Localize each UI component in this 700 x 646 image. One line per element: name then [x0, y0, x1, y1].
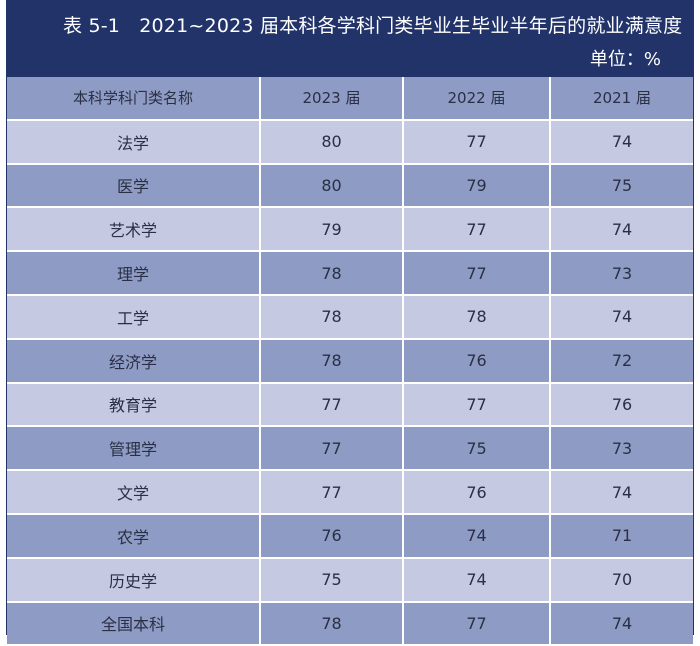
value-2022-cell: 74 — [403, 557, 551, 603]
table-title: 表 5-1 2021~2023 届本科各学科门类毕业生毕业半年后的就业满意度 — [63, 15, 683, 37]
value-2023-cell: 79 — [260, 207, 404, 253]
value-2022-cell: 77 — [403, 119, 551, 165]
column-header-discipline: 本科学科门类名称 — [7, 77, 261, 121]
table-row: 历史学 75 74 70 — [7, 557, 693, 603]
column-header-row: 本科学科门类名称 2023 届 2022 届 2021 届 — [7, 77, 693, 121]
value-2022-cell: 76 — [403, 470, 551, 515]
table-row: 教育学 77 77 76 — [7, 382, 693, 428]
value-2021-cell: 74 — [550, 294, 693, 340]
value-2023-cell: 80 — [260, 163, 404, 209]
value-2021-cell: 74 — [550, 119, 693, 165]
column-header-2021: 2021 届 — [550, 77, 693, 121]
table-row: 艺术学 79 77 74 — [7, 207, 693, 253]
discipline-cell: 文学 — [7, 470, 261, 515]
value-2021-cell: 73 — [550, 251, 693, 296]
value-2022-cell: 77 — [403, 207, 551, 253]
column-header-2022: 2022 届 — [403, 77, 551, 121]
table-frame: 表 5-1 2021~2023 届本科各学科门类毕业生毕业半年后的就业满意度 单… — [6, 0, 694, 646]
value-2022-cell: 76 — [403, 338, 551, 384]
column-header-2023: 2023 届 — [260, 77, 404, 121]
discipline-cell: 法学 — [7, 119, 261, 165]
table-header-bar: 表 5-1 2021~2023 届本科各学科门类毕业生毕业半年后的就业满意度 单… — [7, 1, 693, 77]
value-2021-cell: 74 — [550, 470, 693, 515]
value-2021-cell: 70 — [550, 557, 693, 603]
value-2023-cell: 75 — [260, 557, 404, 603]
discipline-cell: 医学 — [7, 163, 261, 209]
discipline-cell: 农学 — [7, 513, 261, 559]
value-2021-cell: 73 — [550, 426, 693, 472]
discipline-cell: 理学 — [7, 251, 261, 296]
value-2023-cell: 78 — [260, 251, 404, 296]
value-2021-cell: 71 — [550, 513, 693, 559]
value-2022-cell: 74 — [403, 513, 551, 559]
discipline-cell: 管理学 — [7, 426, 261, 472]
table-row: 理学 78 77 73 — [7, 251, 693, 296]
discipline-cell: 教育学 — [7, 382, 261, 428]
table-row: 管理学 77 75 73 — [7, 426, 693, 472]
discipline-cell: 全国本科 — [7, 601, 261, 646]
value-2021-cell: 72 — [550, 338, 693, 384]
value-2023-cell: 78 — [260, 338, 404, 384]
value-2023-cell: 77 — [260, 470, 404, 515]
table-row: 农学 76 74 71 — [7, 513, 693, 559]
value-2023-cell: 78 — [260, 601, 404, 646]
value-2023-cell: 77 — [260, 426, 404, 472]
value-2022-cell: 75 — [403, 426, 551, 472]
value-2023-cell: 78 — [260, 294, 404, 340]
table-row: 经济学 78 76 72 — [7, 338, 693, 384]
discipline-cell: 历史学 — [7, 557, 261, 603]
value-2022-cell: 77 — [403, 601, 551, 646]
value-2023-cell: 77 — [260, 382, 404, 428]
value-2021-cell: 76 — [550, 382, 693, 428]
value-2023-cell: 76 — [260, 513, 404, 559]
satisfaction-table: 本科学科门类名称 2023 届 2022 届 2021 届 法学 80 77 74 医学… — [7, 77, 693, 646]
value-2021-cell: 74 — [550, 207, 693, 253]
discipline-cell: 工学 — [7, 294, 261, 340]
value-2022-cell: 77 — [403, 251, 551, 296]
table-row: 工学 78 78 74 — [7, 294, 693, 340]
value-2022-cell: 78 — [403, 294, 551, 340]
value-2022-cell: 77 — [403, 382, 551, 428]
table-row: 法学 80 77 74 — [7, 119, 693, 165]
value-2021-cell: 75 — [550, 163, 693, 209]
unit-label: 单位：% — [589, 49, 661, 70]
table-row: 文学 77 76 74 — [7, 470, 693, 515]
table-row: 全国本科 78 77 74 — [7, 601, 693, 646]
value-2023-cell: 80 — [260, 119, 404, 165]
value-2022-cell: 79 — [403, 163, 551, 209]
value-2021-cell: 74 — [550, 601, 693, 646]
discipline-cell: 艺术学 — [7, 207, 261, 253]
discipline-cell: 经济学 — [7, 338, 261, 384]
table-row: 医学 80 79 75 — [7, 163, 693, 209]
